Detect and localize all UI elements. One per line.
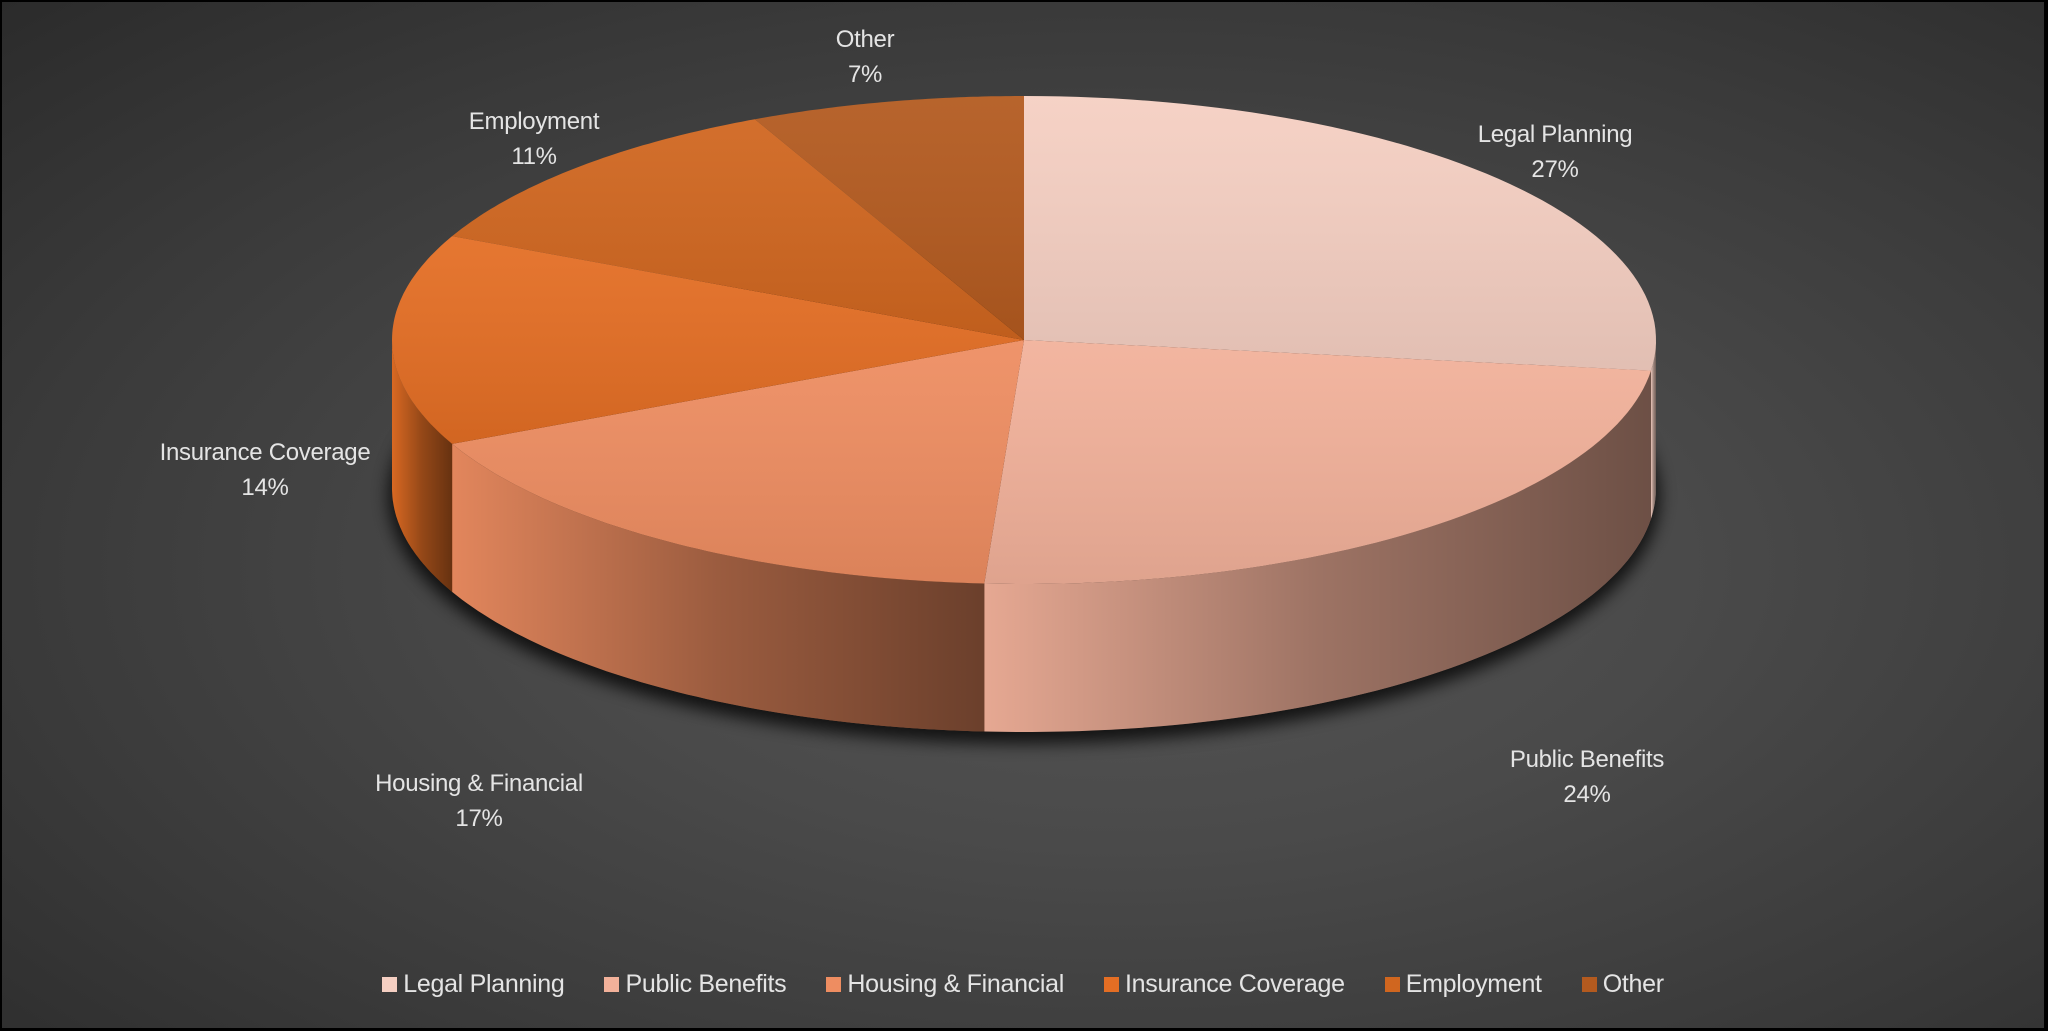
legend-label: Other xyxy=(1602,970,1664,998)
pie-sides xyxy=(392,340,1656,732)
legend-label: Housing & Financial xyxy=(847,970,1064,998)
legend-item-housing-financial[interactable]: Housing & Financial xyxy=(826,970,1064,999)
legend-swatch-icon xyxy=(604,977,620,992)
legend-label: Insurance Coverage xyxy=(1125,970,1345,998)
legend-swatch-icon xyxy=(382,977,398,992)
data-label-legal-planning: Legal Planning 27% xyxy=(1477,121,1633,183)
data-label-other: Other 7% xyxy=(835,26,895,88)
legend-label: Legal Planning xyxy=(403,970,565,998)
chart-legend: Legal Planning Public Benefits Housing &… xyxy=(2,970,2044,999)
legend-item-other[interactable]: Other xyxy=(1581,970,1664,999)
data-label-public-benefits: Public Benefits 24% xyxy=(1509,746,1665,808)
legend-swatch-icon xyxy=(1581,977,1597,992)
pie-top xyxy=(392,96,1656,584)
legend-item-insurance-coverage[interactable]: Insurance Coverage xyxy=(1104,970,1345,999)
legend-item-public-benefits[interactable]: Public Benefits xyxy=(604,970,787,999)
legend-swatch-icon xyxy=(826,977,842,992)
legend-item-legal-planning[interactable]: Legal Planning xyxy=(382,970,565,999)
legend-item-employment[interactable]: Employment xyxy=(1384,970,1542,999)
data-label-housing-financial: Housing & Financial 17% xyxy=(375,770,583,832)
legend-label: Public Benefits xyxy=(625,970,787,998)
data-label-insurance-coverage: Insurance Coverage 14% xyxy=(159,439,371,501)
data-label-employment: Employment 11% xyxy=(468,108,600,170)
legend-label: Employment xyxy=(1405,970,1542,998)
legend-swatch-icon xyxy=(1104,977,1119,992)
legend-swatch-icon xyxy=(1384,977,1400,992)
